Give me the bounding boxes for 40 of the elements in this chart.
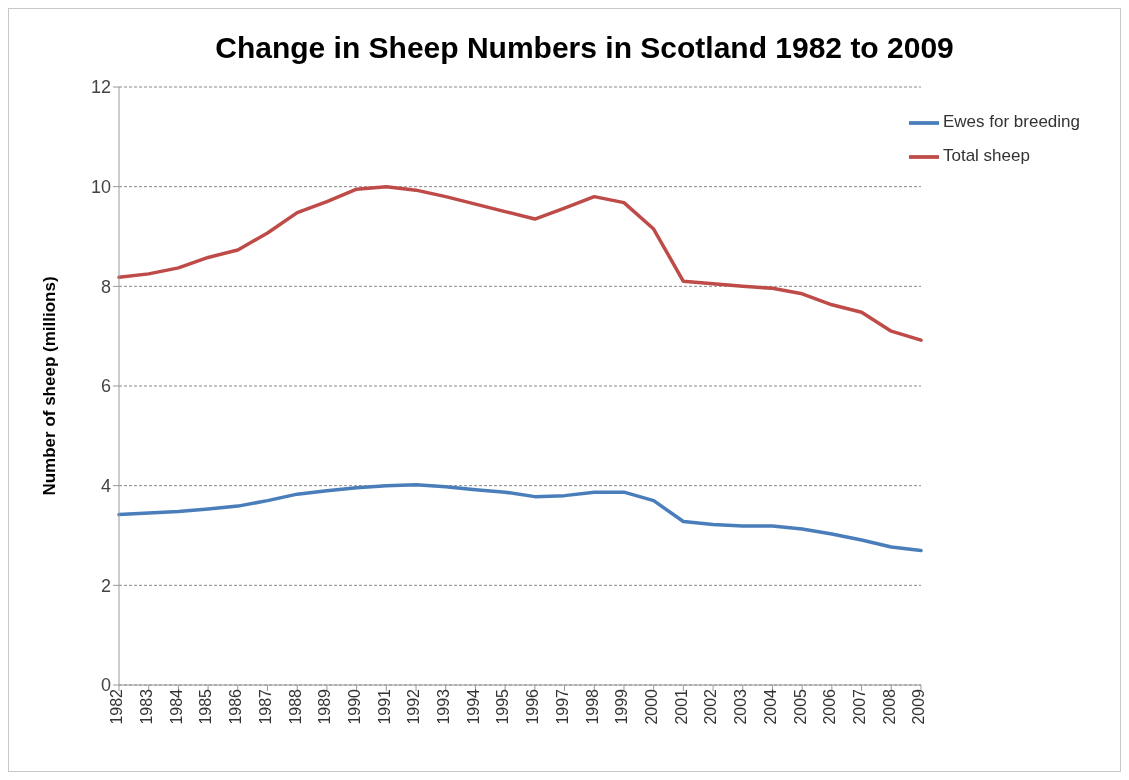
x-tick-label: 2008 — [880, 688, 898, 725]
x-tick-label: 2000 — [643, 688, 661, 725]
x-tick-label: 1999 — [613, 688, 631, 725]
x-tick-label: 1991 — [375, 688, 393, 725]
x-tick-label: 2005 — [791, 688, 809, 725]
legend-label: Ewes for breeding — [942, 112, 1080, 131]
x-tick-label: 1996 — [524, 688, 542, 725]
x-tick-label: 1989 — [316, 688, 334, 725]
x-tick-label: 1985 — [197, 688, 215, 725]
y-tick-label: 6 — [100, 376, 111, 397]
y-tick-label: 2 — [100, 575, 111, 596]
x-tick-label: 1992 — [405, 688, 423, 725]
x-tick-label: 1984 — [167, 688, 185, 725]
line-series — [117, 482, 923, 553]
y-tick-label: 8 — [100, 276, 111, 297]
x-tick-label: 1998 — [583, 688, 601, 725]
line-series — [117, 184, 923, 342]
x-tick-label: 2004 — [761, 688, 779, 725]
x-tick-label: 1987 — [256, 688, 274, 725]
legend-label: Total sheep — [942, 146, 1030, 165]
x-tick-label: 1993 — [435, 688, 453, 725]
x-tick-label: 2002 — [702, 688, 720, 725]
y-tick-label: 4 — [100, 476, 111, 497]
y-tick-label: 0 — [100, 675, 111, 696]
x-tick-label: 1988 — [286, 688, 304, 725]
x-tick-label: 1994 — [464, 688, 482, 725]
x-tick-label: 1990 — [345, 688, 363, 725]
x-tick-label: 1986 — [227, 688, 245, 725]
x-tick-label: 1995 — [494, 688, 512, 725]
x-tick-label: 2003 — [732, 688, 750, 725]
y-tick-label: 12 — [90, 77, 111, 98]
y-tick-label: 10 — [90, 177, 111, 198]
x-tick-label: 1997 — [553, 688, 571, 725]
chart-title: Change in Sheep Numbers in Scotland 1982 to 2009 — [214, 31, 955, 65]
x-tick-label: 2006 — [821, 688, 839, 725]
x-tick-label: 2001 — [672, 688, 690, 725]
y-axis-title: Number of sheep (millions) — [40, 276, 60, 496]
x-tick-label: 2007 — [850, 688, 868, 725]
x-tick-label: 2009 — [910, 688, 928, 725]
x-tick-label: 1983 — [138, 688, 156, 725]
